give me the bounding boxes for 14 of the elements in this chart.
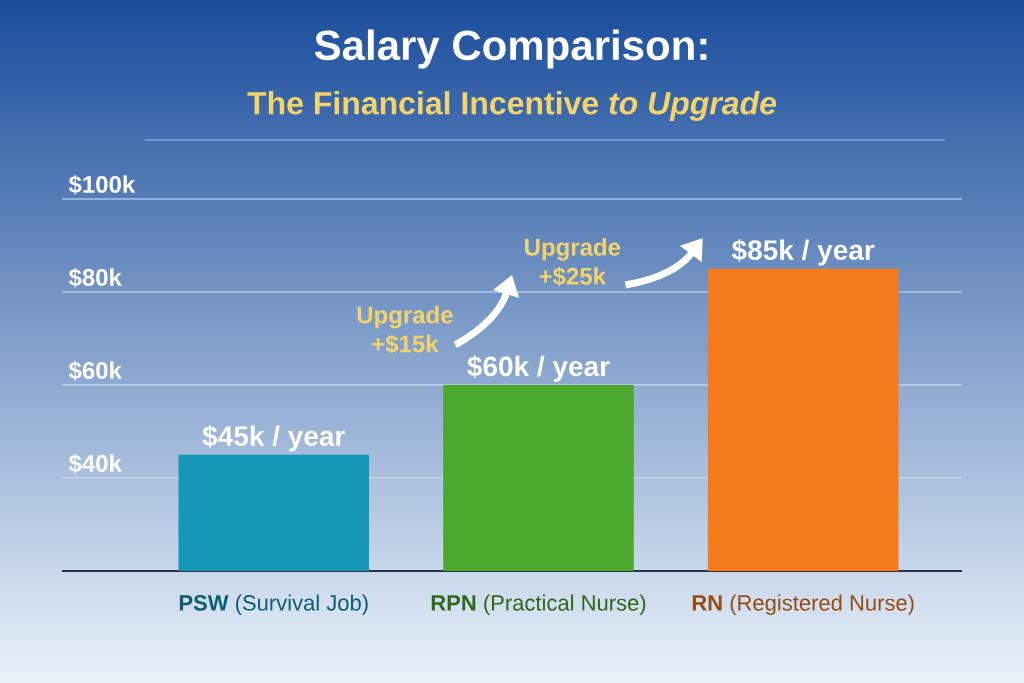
- data-label: $85k / year: [731, 238, 875, 266]
- x-tick-label: PSW (Survival Job): [179, 594, 368, 616]
- data-label: $45k / year: [202, 424, 345, 452]
- y-tick-label: $100k: [68, 174, 136, 195]
- x-tick-label: RPN (Practical Nurse): [431, 594, 646, 616]
- chart-subtitle: The Financial Incentive to Upgrade: [247, 91, 777, 121]
- annotation: Upgrade +$15k: [357, 305, 453, 355]
- data-label: $60k / year: [467, 355, 610, 382]
- annotation: Upgrade +$25k: [525, 238, 621, 287]
- chart-title: Salary Comparison:: [314, 29, 707, 69]
- x-tick-label: RN (Registered Nurse): [692, 594, 914, 616]
- y-tick-label: $80k: [68, 267, 122, 288]
- y-tick-label: $40k: [68, 453, 122, 474]
- y-tick-label: $60k: [68, 360, 122, 381]
